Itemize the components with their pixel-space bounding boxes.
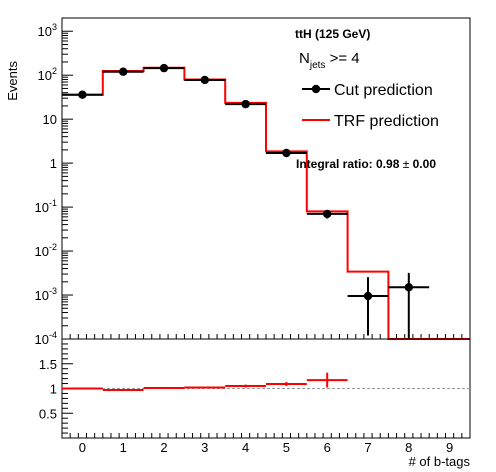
y-tick-label-base: 10 [38, 24, 52, 39]
cut-point-marker [200, 75, 209, 85]
cut-point-marker [78, 90, 87, 99]
integral-ratio-prefix: Integral ratio: 0.98 [296, 157, 403, 171]
cut-point-marker [282, 148, 291, 158]
y-tick-label: 10-2 [35, 242, 57, 259]
y-tick-label-base: 10 [43, 112, 57, 127]
legend-entry-trf-prediction: TRF prediction [302, 113, 439, 130]
ratio-y-tick-label: 0.5 [39, 406, 57, 421]
y-tick-label-base: 10 [35, 332, 49, 347]
x-tick-label: 7 [364, 440, 371, 455]
y-tick-label-exponent: 3 [52, 22, 57, 32]
x-tick-label: 1 [120, 440, 127, 455]
y-tick-label-base: 1 [50, 156, 57, 171]
cut-point-marker [119, 67, 128, 76]
y-tick-label: 102 [38, 66, 57, 83]
y-tick-label: 10-3 [35, 286, 57, 303]
x-tick-label: 6 [324, 440, 331, 455]
cut-point-marker [159, 63, 169, 73]
ratio-panel: 1.5 1 0.5 0 1 2 3 4 5 6 7 8 9 # of b-tags [39, 338, 471, 469]
y-tick-label-exponent: 2 [52, 66, 57, 76]
x-tick-label: 3 [201, 440, 208, 455]
cut-point-marker [363, 291, 373, 301]
y-tick-label-exponent: -4 [49, 330, 57, 340]
y-tick-label-exponent: -3 [49, 286, 57, 296]
ratio-y-tick-labels: 1.5 1 0.5 [39, 357, 57, 422]
x-tick-label: 5 [283, 440, 290, 455]
selection-prefix: N [299, 50, 310, 67]
upper-y-ticks [62, 17, 73, 340]
y-tick-label: 10 [43, 112, 57, 127]
x-tick-label: 2 [160, 440, 167, 455]
y-tick-label-base: 10 [35, 200, 49, 215]
legend-label-cut-prediction: Cut prediction [334, 82, 433, 99]
y-tick-label: 10-4 [35, 330, 57, 347]
x-axis-title: # of b-tags [409, 454, 471, 469]
y-tick-label: 1 [50, 156, 57, 171]
cut-point-marker [404, 283, 413, 292]
plus-minus-sign: ± [403, 157, 410, 171]
ratio-x-ticks [61, 433, 471, 438]
x-tick-label: 9 [446, 440, 453, 455]
selection-subscript: jets [309, 60, 326, 71]
x-tick-label: 8 [405, 440, 412, 455]
y-tick-label-exponent: -1 [49, 198, 57, 208]
y-tick-label: 103 [38, 22, 57, 39]
selection-label: Njets >= 4 [299, 50, 360, 71]
legend-entry-cut-prediction: Cut prediction [302, 82, 433, 99]
cut-point-marker [241, 99, 250, 109]
x-tick-label: 0 [79, 440, 86, 455]
cut-prediction-points [62, 63, 430, 339]
integral-ratio-suffix: 0.00 [409, 157, 436, 171]
ratio-x-tick-labels: 0 1 2 3 4 5 6 7 8 9 [79, 440, 453, 455]
y-tick-label: 10-1 [35, 198, 57, 215]
ratio-points [62, 372, 348, 391]
cut-point-marker [323, 209, 332, 219]
legend-marker-dot [311, 84, 321, 94]
sample-header: ttH (125 GeV) [295, 27, 370, 41]
legend: Cut prediction TRF prediction [302, 82, 439, 130]
y-tick-label-base: 10 [35, 288, 49, 303]
ratio-y-ticks [62, 343, 73, 434]
ratio-y-tick-label: 1 [50, 382, 57, 397]
y-tick-label-base: 10 [35, 244, 49, 259]
x-tick-label: 4 [242, 440, 249, 455]
integral-ratio-annotation: Integral ratio: 0.98 ± 0.00 [296, 157, 436, 171]
legend-label-trf-prediction: TRF prediction [334, 113, 439, 130]
y-tick-label-base: 10 [38, 68, 52, 83]
ratio-y-tick-label: 1.5 [39, 357, 57, 372]
y-tick-label-exponent: -2 [49, 242, 57, 252]
y-axis-title: Events [5, 61, 20, 101]
selection-suffix: >= 4 [325, 50, 359, 67]
